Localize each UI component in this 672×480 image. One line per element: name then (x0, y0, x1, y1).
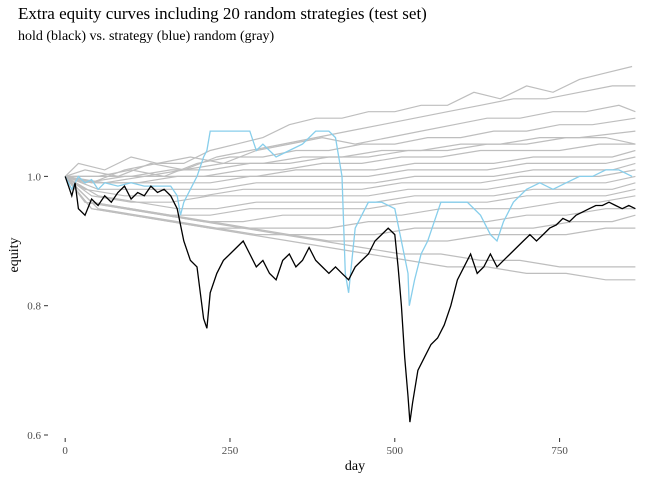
y-tick-label-1.0: 1.0 (27, 171, 41, 183)
strategy-series-line (64, 130, 633, 306)
y-axis: 0.6 0.8 1.0 (27, 171, 48, 442)
random-series-line-19 (64, 176, 636, 268)
x-tick-label-250: 250 (222, 445, 239, 457)
random-series-line-10 (64, 162, 636, 190)
hold-series-line (64, 176, 636, 423)
x-tick-label-750: 750 (551, 445, 568, 457)
x-axis: 0 250 500 750 (62, 438, 568, 457)
x-tick-label-500: 500 (387, 445, 404, 457)
random-series-group (64, 65, 636, 281)
y-axis-title: equity (7, 238, 22, 273)
random-series-line-18 (64, 175, 636, 242)
random-series-line-1 (64, 65, 633, 177)
random-series-line-9 (65, 156, 636, 184)
y-tick-label-0.8: 0.8 (27, 301, 41, 313)
random-series-line-4 (65, 117, 636, 178)
y-tick-label-0.6: 0.6 (27, 430, 41, 442)
chart-subtitle: hold (black) vs. strategy (blue) random … (18, 29, 275, 44)
hold-series-group (64, 176, 636, 423)
chart-title: Extra equity curves including 20 random … (18, 4, 427, 23)
random-series-line-7 (65, 143, 636, 184)
random-series-line-17 (64, 175, 636, 236)
random-series-line-2 (65, 85, 636, 178)
random-series-line-20 (64, 176, 636, 281)
strategy-series-group (64, 130, 633, 306)
x-tick-label-0: 0 (62, 445, 68, 457)
x-axis-title: day (345, 459, 365, 474)
random-series-line-6 (65, 137, 636, 177)
random-series-line-8 (65, 149, 636, 184)
random-series-line-12 (64, 175, 636, 203)
random-series-line-3 (65, 104, 636, 184)
